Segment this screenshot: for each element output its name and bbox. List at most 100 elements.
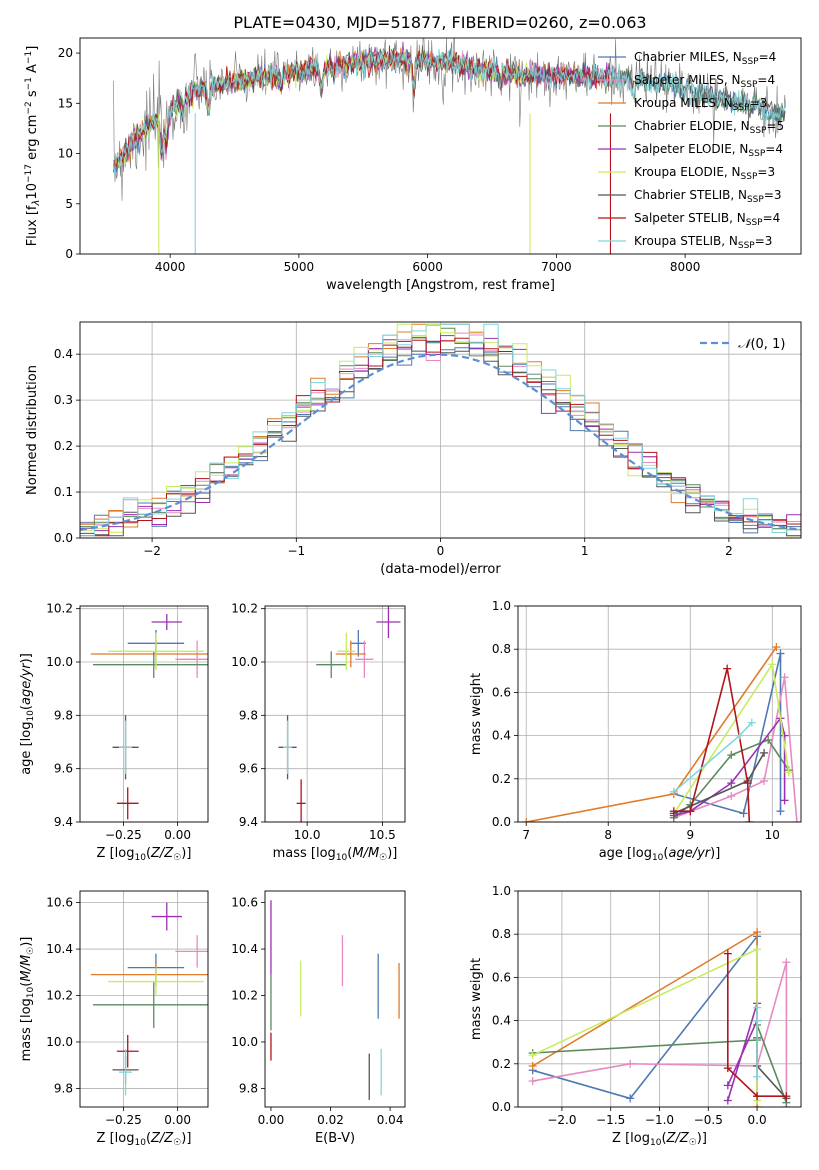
legend-entry-value: =3 <box>750 96 768 110</box>
legend-entry-value: =3 <box>757 165 775 179</box>
y-axis-label-part: −2 <box>24 101 34 114</box>
x-axis-label-part: wavelength [Angstrom, rest frame] <box>326 278 555 293</box>
y-tick-label: 0.2 <box>492 772 511 786</box>
y-tick-label: 0.0 <box>492 815 511 829</box>
y-axis-label-part: )] <box>19 653 34 663</box>
y-tick-label: 10.0 <box>231 1035 258 1049</box>
x-tick-label: −0.5 <box>694 1113 723 1127</box>
y-tick-label: 0.4 <box>492 729 511 743</box>
x-axis-label-part: )] <box>387 846 397 861</box>
legend-entry-sub: SSP <box>747 195 764 205</box>
x-axis-label: mass [log10(M/M☉)] <box>273 846 398 863</box>
y-tick-label: 9.8 <box>239 1081 258 1095</box>
weight-line <box>673 662 790 814</box>
x-axis-label-part: M/M <box>352 846 379 861</box>
legend-entry-value: =4 <box>763 211 781 225</box>
y-tick-label: 0.0 <box>492 1100 511 1114</box>
x-axis-label-part: 10 <box>134 1138 146 1148</box>
y-tick-label: 0.4 <box>492 1014 511 1028</box>
x-axis-label-part: ( <box>661 1131 666 1146</box>
y-axis-label-part: M/M <box>19 955 34 982</box>
weight-line <box>673 668 751 822</box>
x-tick-label: −2 <box>143 544 161 558</box>
y-axis-label: Flux [fλ10−17 erg cm−2 s−1 A−1] <box>24 46 42 247</box>
x-axis-label-part: 10 <box>652 853 664 863</box>
legend-entry: Kroupa MILES, NSSP=3 <box>634 96 767 113</box>
y-axis-label-part: −17 <box>24 164 34 183</box>
weights-Z-plot-area <box>528 928 791 1107</box>
x-tick-label: 10 <box>765 828 780 842</box>
age-Z-panel: −0.25 0.009.49.69.810.010.2Z [log10(Z/Z☉)… <box>19 602 209 863</box>
x-tick-label: −2.0 <box>547 1113 576 1127</box>
y-axis-label-part: mass [log <box>19 998 34 1061</box>
legend-entry-name: Chabrier STELIB, N <box>634 188 747 202</box>
x-tick-label: −1.5 <box>596 1113 625 1127</box>
spectrum-model-line <box>113 45 611 172</box>
legend-entry-value: =4 <box>765 142 783 156</box>
y-axis-label-part: Flux [f <box>25 205 40 246</box>
x-tick-label: −0.25 <box>105 828 142 842</box>
legend-entry: Salpeter ELODIE, NSSP=4 <box>634 142 783 159</box>
x-axis-label-part: age/yr <box>668 846 711 861</box>
y-tick-label: 1.0 <box>492 599 511 613</box>
x-axis-label: E(B-V) <box>315 1131 355 1146</box>
y-tick-label: 10.2 <box>46 602 73 616</box>
x-axis-label: Z [log10(Z/Z☉)] <box>612 1131 707 1148</box>
x-tick-label: 6000 <box>412 260 443 274</box>
y-axis-label-part: λ <box>31 200 42 207</box>
y-tick-label: 0.6 <box>492 685 511 699</box>
x-tick-label: 0.00 <box>258 1113 285 1127</box>
x-axis-label-part: ( <box>663 846 668 861</box>
y-axis-label-part: −1 <box>24 51 34 64</box>
y-tick-label: 9.6 <box>54 762 73 776</box>
spectrum-model-line <box>113 48 786 175</box>
weight-line <box>532 934 758 1100</box>
x-axis-label-part: Z [log <box>97 846 135 861</box>
legend-entry: Salpeter STELIB, NSSP=4 <box>634 211 780 228</box>
x-axis-label-part: ( <box>146 1131 151 1146</box>
legend-entry-sub: SSP <box>738 241 755 251</box>
legend-entry-sub: SSP <box>741 80 758 90</box>
x-axis-label-part: Z/Z <box>150 846 174 861</box>
y-tick-label: 9.8 <box>54 708 73 722</box>
y-tick-label: 10.4 <box>231 942 258 956</box>
legend-entry-name: Kroupa ELODIE, N <box>634 165 741 179</box>
axes-frame <box>79 890 209 1108</box>
x-axis-label-part: )] <box>697 1131 707 1146</box>
y-tick-label: 20 <box>58 46 73 60</box>
axes-frame <box>79 37 802 255</box>
y-axis-label-part: age/yr <box>19 662 34 705</box>
y-tick-label: 15 <box>58 96 73 110</box>
residuals-panel: −2 −1 0 1 2 0.0 0.1 0.2 0.3 0.4 (data-model)/error… <box>25 321 802 577</box>
y-axis-label-part: 10 <box>26 986 36 998</box>
legend-entry-name: Chabrier MILES, N <box>634 50 742 64</box>
x-axis-label: age [log10(age/yr)] <box>599 846 721 863</box>
legend-entry-args: (0, 1) <box>750 337 785 352</box>
legend-entry-name: Salpeter STELIB, N <box>634 211 746 225</box>
legend-entry: Salpeter MILES, NSSP=4 <box>634 73 775 90</box>
x-tick-label: 10.0 <box>294 828 321 842</box>
x-tick-label: 8000 <box>670 260 701 274</box>
y-axis-label-part: 10 <box>25 183 40 200</box>
x-axis-label-part: age [log <box>599 846 652 861</box>
weight-line <box>727 953 787 1097</box>
y-tick-label: 9.8 <box>239 708 258 722</box>
x-tick-label: −0.25 <box>105 1113 142 1127</box>
y-axis-label: mass weight <box>469 673 484 755</box>
legend-entry-value: =4 <box>757 73 775 87</box>
x-axis-label-part: Z/Z <box>666 1131 690 1146</box>
mass-Z-panel: −0.25 0.009.810.010.210.410.6Z [log10(Z/Z… <box>19 890 209 1148</box>
y-tick-label: 0.8 <box>492 642 511 656</box>
axes-frame <box>264 890 406 1108</box>
y-tick-label: 10.6 <box>231 896 258 910</box>
x-axis-label-part: ☉ <box>379 853 387 863</box>
axes-frame <box>517 890 802 1108</box>
weight-line <box>532 948 758 1101</box>
legend-entry-name: Salpeter MILES, N <box>634 73 741 87</box>
legend-entry-value: =4 <box>759 50 777 64</box>
figure-title: PLATE=0430, MJD=51877, FIBERID=0260, z=0… <box>233 13 646 32</box>
